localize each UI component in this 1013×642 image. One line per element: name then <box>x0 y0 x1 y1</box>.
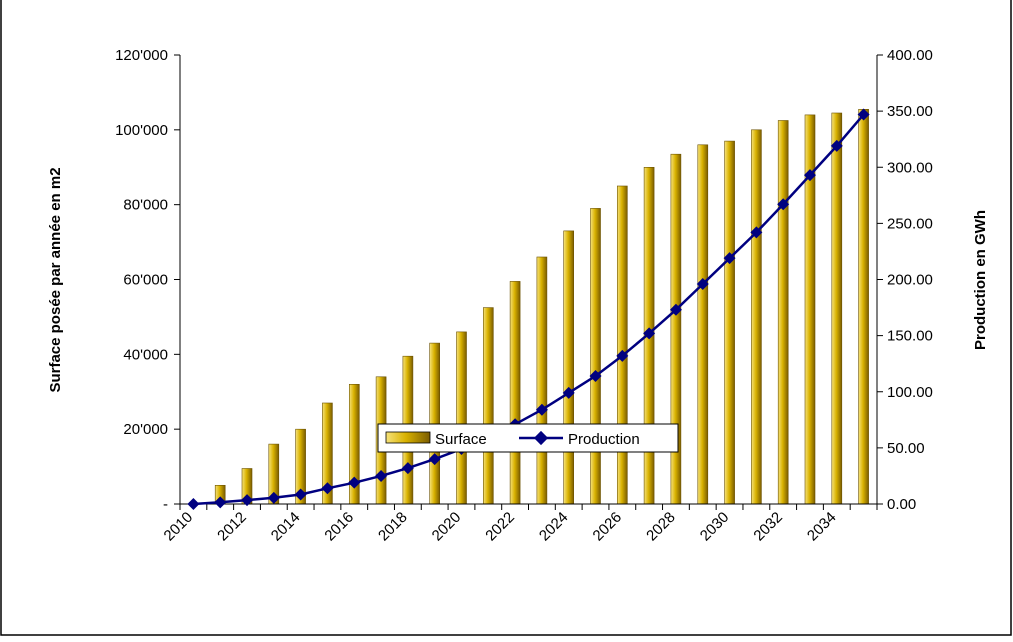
y2-tick-label: 300.00 <box>887 159 933 176</box>
x-tick-label: 2022 <box>482 509 518 545</box>
legend-surface-label: Surface <box>435 431 487 448</box>
y-axis-title: Surface posée par année en m2 <box>47 167 64 392</box>
surface-bar <box>697 144 709 505</box>
production-point <box>348 476 361 489</box>
production-point <box>321 482 334 495</box>
production-point <box>830 139 843 152</box>
legend-surface-swatch <box>385 431 431 444</box>
y2-tick-label: 350.00 <box>887 103 933 120</box>
surface-bar <box>482 307 494 505</box>
surface-bar <box>590 208 601 505</box>
axes-layer <box>174 54 883 510</box>
surface-bar <box>509 281 521 505</box>
production-point <box>777 198 790 211</box>
production-point <box>428 453 441 466</box>
y-tick-label: 60'000 <box>123 272 168 289</box>
y-tick-label: 20'000 <box>123 421 168 438</box>
production-point <box>857 108 870 121</box>
x-tick-label: 2010 <box>161 509 197 545</box>
y2-tick-label: 150.00 <box>887 328 933 345</box>
y2-tick-label: 400.00 <box>887 47 933 64</box>
surface-bar <box>536 256 548 505</box>
y2-axis-title: Production en GWh <box>972 210 989 350</box>
x-tick-label: 2028 <box>643 509 679 545</box>
production-point <box>616 349 629 362</box>
production-point <box>267 491 280 504</box>
surface-bar <box>858 109 869 505</box>
production-point <box>187 498 200 510</box>
surface-bar <box>777 120 789 505</box>
production-point <box>669 303 682 316</box>
x-tick-label: 2030 <box>697 509 733 545</box>
x-tick-label: 2014 <box>268 509 304 545</box>
y-tick-label: 100'000 <box>115 122 168 139</box>
y2-tick-label: 50.00 <box>887 440 925 457</box>
x-tick-label: 2024 <box>536 509 572 545</box>
y-tick-label: - <box>163 496 168 513</box>
production-point <box>401 462 414 475</box>
y-tick-label: 120'000 <box>115 47 168 64</box>
production-point <box>643 327 656 340</box>
x-tick-label: 2032 <box>750 509 786 545</box>
legend-production-marker <box>533 430 549 446</box>
y2-tick-label: 250.00 <box>887 215 933 232</box>
y2-tick-label: 200.00 <box>887 272 933 289</box>
production-point <box>803 169 816 182</box>
surface-bar <box>563 230 575 505</box>
x-tick-label: 2034 <box>804 509 840 545</box>
production-point <box>214 496 227 509</box>
y-tick-label: 40'000 <box>123 346 168 363</box>
legend-production-label: Production <box>568 431 640 448</box>
y-tick-label: 80'000 <box>123 197 168 214</box>
surface-bar <box>831 112 843 505</box>
x-tick-label: 2018 <box>375 509 411 545</box>
production-point <box>241 494 254 507</box>
surface-bar <box>456 331 467 505</box>
production-point <box>562 386 575 399</box>
surface-bar <box>616 185 628 505</box>
production-point <box>294 488 307 501</box>
surface-bar <box>751 129 762 505</box>
production-point <box>723 252 736 265</box>
y2-tick-label: 100.00 <box>887 384 933 401</box>
production-point <box>375 469 388 482</box>
production-point <box>589 370 602 383</box>
legend: Surface Production <box>377 423 679 453</box>
production-point <box>696 277 709 290</box>
surface-bar <box>724 140 735 505</box>
line-layer <box>187 108 870 510</box>
production-point <box>750 226 763 239</box>
production-point <box>535 403 548 416</box>
y2-tick-label: 0.00 <box>887 496 916 513</box>
x-tick-label: 2016 <box>321 509 357 545</box>
x-tick-label: 2026 <box>590 509 626 545</box>
x-tick-label: 2020 <box>429 509 465 545</box>
x-tick-label: 2012 <box>214 509 250 545</box>
